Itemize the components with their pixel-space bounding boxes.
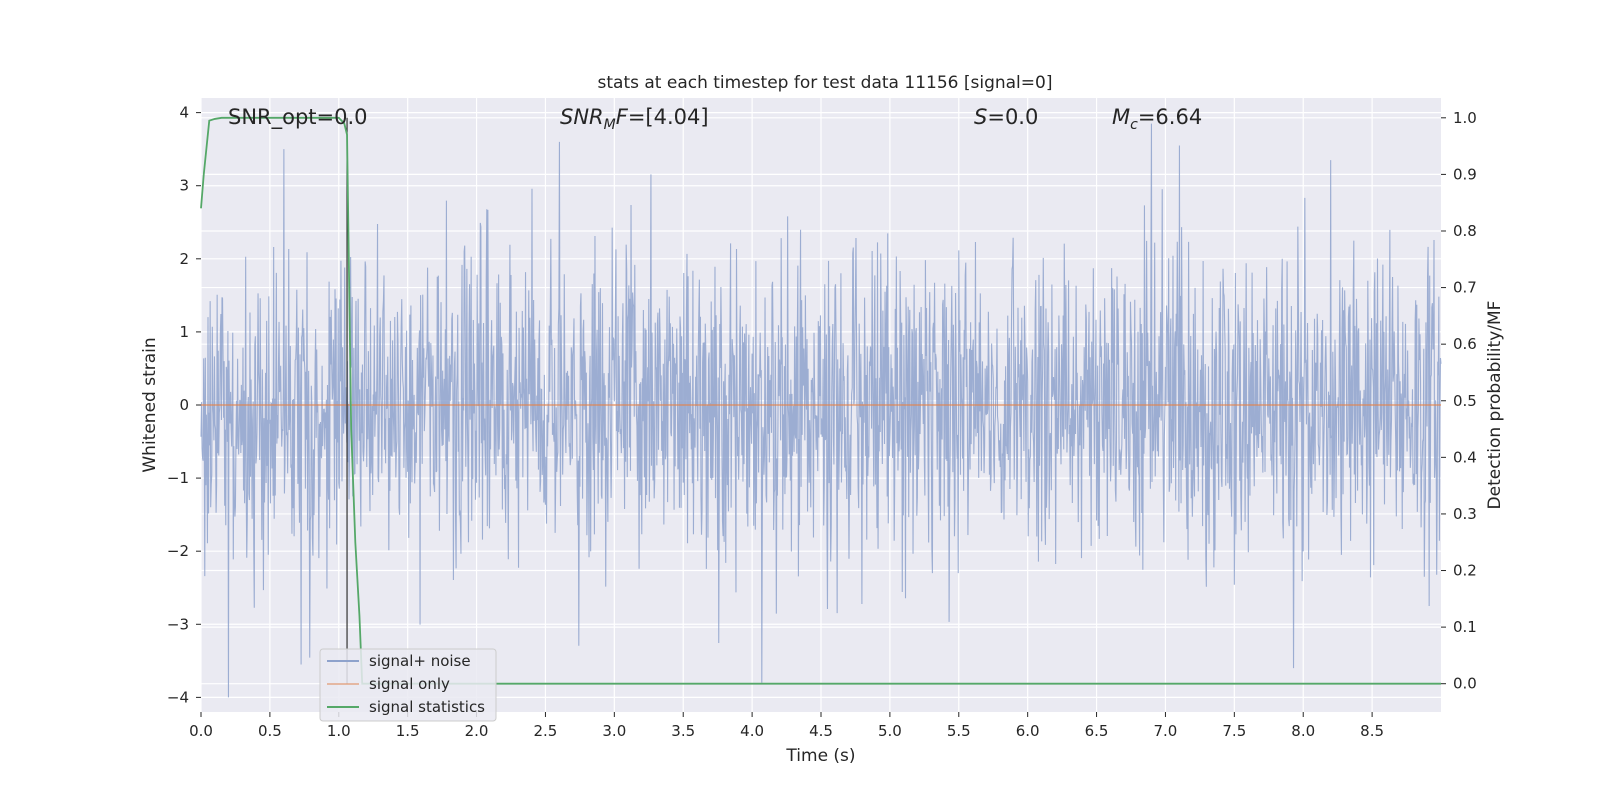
y-right-tick-label: 0.2: [1453, 562, 1477, 580]
x-tick-label: 3.0: [602, 722, 626, 740]
series-signal-statistics: [200, 116, 1441, 685]
legend-label-signal-only: signal only: [369, 675, 450, 693]
y-left-tick-label: 0: [179, 396, 189, 414]
x-tick-label: 5.0: [878, 722, 902, 740]
y-axis-left-label: Whitened strain: [140, 337, 160, 472]
y-right-tick-label: 0.7: [1453, 279, 1477, 297]
x-tick-label: 3.5: [671, 722, 695, 740]
y-axis-right-label: Detection probability/MF: [1485, 301, 1505, 510]
y-right-tick-label: 0.6: [1453, 335, 1477, 353]
legend-box: [319, 648, 497, 722]
x-tick-label: 7.0: [1154, 722, 1178, 740]
y-left-tick-label: −3: [167, 615, 189, 633]
y-left-tick-label: 1: [179, 323, 189, 341]
x-tick-label: 2.5: [534, 722, 558, 740]
y-right-tick-label: 0.8: [1453, 222, 1477, 240]
x-tick-label: 0.0: [189, 722, 213, 740]
y-left-tick-label: −2: [167, 542, 189, 560]
annotation-s: S=0.0: [974, 105, 1038, 129]
y-left-tick-label: −4: [167, 688, 189, 706]
y-right-tick-label: 0.9: [1453, 165, 1477, 183]
legend-label-signal-statistics: signal statistics: [369, 698, 485, 716]
y-left-tick-label: 2: [179, 250, 189, 268]
x-tick-label: 7.5: [1222, 722, 1246, 740]
y-left-tick-label: 3: [179, 177, 189, 195]
x-tick-label: 8.0: [1291, 722, 1315, 740]
annotation-s-value: =0.0: [987, 105, 1038, 129]
x-tick-label: 0.5: [258, 722, 282, 740]
x-tick-label: 6.0: [1016, 722, 1040, 740]
x-tick-label: 6.5: [1085, 722, 1109, 740]
x-axis: 0.0 0.5 1.0 1.5 2.0 2.5 3.0 3.5 4.0 4.5 5.0 5.5 6.0 6…: [189, 712, 1384, 740]
x-tick-label: 8.5: [1360, 722, 1384, 740]
y-right-tick-label: 0.5: [1453, 392, 1477, 410]
x-tick-label: 4.5: [809, 722, 833, 740]
annotation-snr-mf: SNRMF=[4.04]: [560, 105, 709, 133]
y-right-tick-label: 0.1: [1453, 618, 1477, 636]
annotation-mc: Mc=6.64: [1112, 105, 1202, 133]
y-left-tick-label: 4: [179, 104, 189, 122]
y-right-tick-label: 1.0: [1453, 109, 1477, 127]
plot-series: [200, 116, 1442, 698]
y-right-tick-label: 0.3: [1453, 505, 1477, 523]
y-right-tick-label: 0.0: [1453, 675, 1477, 693]
x-tick-label: 4.0: [740, 722, 764, 740]
annotation-snr-mf-value: =[4.04]: [628, 105, 709, 129]
annotation-snr-opt: SNR_opt=0.0: [228, 105, 368, 130]
x-tick-label: 1.5: [396, 722, 420, 740]
x-tick-label: 1.0: [327, 722, 351, 740]
y-left-tick-label: −1: [167, 469, 189, 487]
series-signal-noise: [200, 123, 1442, 698]
legend: signal+ noise signal only signal statist…: [319, 648, 497, 722]
x-tick-label: 2.0: [465, 722, 489, 740]
y-axis-left: 4 3 2 1 0 −1 −2 −3 −4: [167, 104, 201, 706]
x-axis-label: Time (s): [785, 746, 855, 766]
y-axis-right: 1.0 0.9 0.8 0.7 0.6 0.5 0.4 0.3 0.2 0.1 0.0: [1441, 109, 1477, 693]
annotation-mc-value: =6.64: [1138, 105, 1202, 129]
y-right-tick-label: 0.4: [1453, 448, 1477, 466]
chart-title: stats at each timestep for test data 111…: [598, 73, 1053, 93]
legend-label-signal-noise: signal+ noise: [369, 652, 471, 670]
x-tick-label: 5.5: [947, 722, 971, 740]
